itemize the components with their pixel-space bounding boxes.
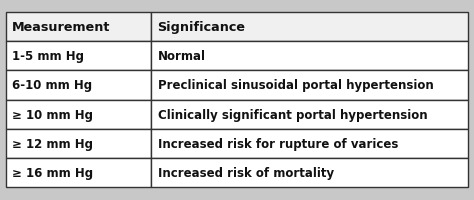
Text: 6-10 mm Hg: 6-10 mm Hg (12, 79, 92, 92)
Text: ≥ 16 mm Hg: ≥ 16 mm Hg (12, 166, 93, 179)
Text: Increased risk for rupture of varices: Increased risk for rupture of varices (157, 137, 398, 150)
Text: Measurement: Measurement (12, 21, 110, 34)
Text: Normal: Normal (157, 50, 206, 63)
Bar (6, 100, 151, 129)
Bar (151, 158, 468, 187)
Bar (151, 100, 468, 129)
Bar (151, 71, 468, 100)
Text: ≥ 12 mm Hg: ≥ 12 mm Hg (12, 137, 93, 150)
Bar (151, 129, 468, 158)
Text: 1-5 mm Hg: 1-5 mm Hg (12, 50, 84, 63)
Bar (151, 13, 468, 42)
Bar (6, 129, 151, 158)
Text: ≥ 10 mm Hg: ≥ 10 mm Hg (12, 108, 93, 121)
Bar (6, 158, 151, 187)
Bar (6, 42, 151, 71)
Bar (151, 42, 468, 71)
Text: Increased risk of mortality: Increased risk of mortality (157, 166, 334, 179)
Text: Clinically significant portal hypertension: Clinically significant portal hypertensi… (157, 108, 427, 121)
Bar (6, 71, 151, 100)
Bar (6, 13, 151, 42)
Text: Significance: Significance (157, 21, 246, 34)
Text: Preclinical sinusoidal portal hypertension: Preclinical sinusoidal portal hypertensi… (157, 79, 433, 92)
